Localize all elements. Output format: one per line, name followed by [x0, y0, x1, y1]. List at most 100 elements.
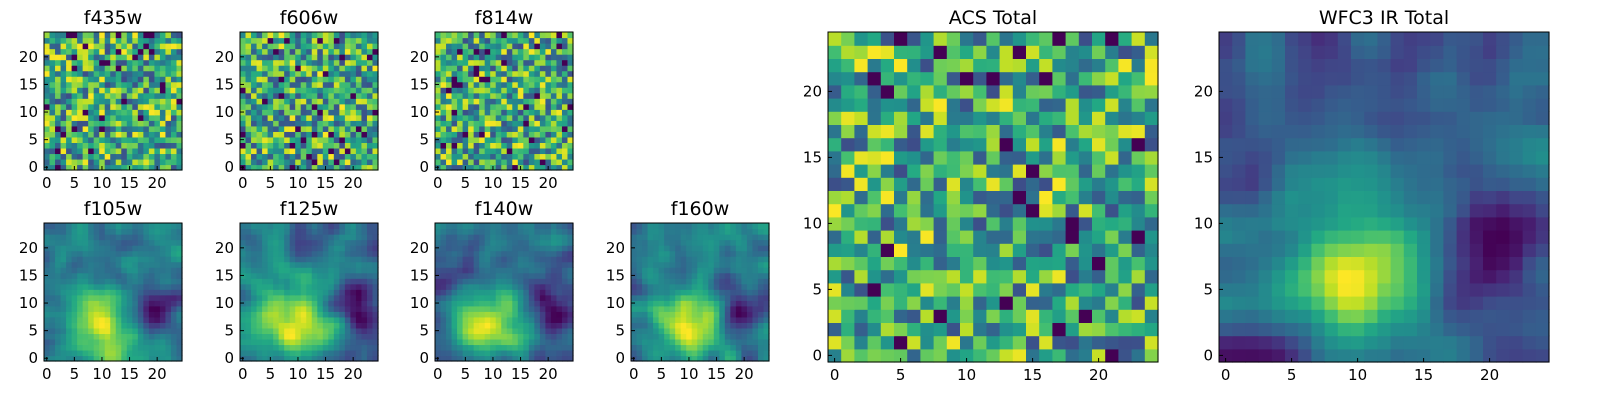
heatmap-cell: [44, 114, 51, 121]
heatmap-cell: [735, 278, 742, 285]
heatmap-cell: [93, 283, 100, 290]
heatmap-cell: [317, 223, 324, 230]
heatmap-cell: [664, 311, 671, 318]
heatmap-cell: [545, 120, 552, 127]
heatmap-cell: [1118, 150, 1133, 165]
heatmap-cell: [143, 355, 150, 362]
heatmap-cell: [126, 239, 133, 246]
heatmap-cell: [523, 228, 530, 235]
heatmap-cell: [550, 349, 558, 357]
heatmap-cell: [506, 109, 513, 116]
heatmap-cell: [647, 333, 654, 340]
heatmap-cell: [110, 267, 117, 274]
heatmap-cell: [495, 48, 502, 55]
y-tick-label: 10: [215, 103, 234, 121]
heatmap-cell: [435, 43, 442, 50]
heatmap-cell: [539, 300, 546, 307]
heatmap-cell: [1118, 269, 1133, 284]
heatmap-cell: [680, 344, 687, 351]
heatmap-cell: [1144, 137, 1159, 152]
heatmap-cell: [473, 272, 480, 279]
heatmap-cell: [344, 256, 351, 263]
heatmap-cell: [126, 300, 133, 307]
heatmap-cell: [828, 124, 842, 139]
heatmap-cell: [143, 164, 150, 171]
heatmap-cell: [344, 103, 351, 110]
heatmap-cell: [561, 305, 569, 312]
heatmap-cell: [344, 92, 351, 99]
heatmap-cell: [104, 223, 111, 230]
heatmap-cell: [132, 278, 139, 285]
heatmap-cell: [880, 322, 895, 337]
heatmap-cell: [49, 344, 56, 351]
heatmap-cell: [262, 256, 269, 263]
heatmap-cell: [99, 153, 106, 160]
heatmap-cell: [724, 272, 731, 279]
heatmap-cell: [686, 338, 693, 346]
heatmap-cell: [66, 245, 73, 252]
heatmap-cell: [545, 223, 552, 230]
heatmap-cell: [528, 283, 535, 290]
heatmap-cell: [468, 327, 475, 334]
heatmap-cell: [545, 316, 552, 323]
heatmap-cell: [746, 316, 754, 323]
heatmap-cell: [306, 32, 313, 39]
heatmap-cell: [66, 344, 73, 351]
heatmap-cell: [267, 142, 274, 149]
heatmap-cell: [462, 70, 469, 77]
heatmap-cell: [506, 114, 513, 121]
heatmap-cell: [741, 344, 748, 351]
heatmap-cell: [262, 333, 269, 340]
heatmap-cell: [473, 338, 480, 346]
heatmap-cell: [567, 234, 574, 241]
heatmap-cell: [462, 125, 469, 132]
heatmap-cell: [126, 333, 133, 340]
heatmap-cell: [256, 54, 263, 61]
heatmap-cell: [317, 142, 324, 149]
heatmap-cell: [60, 256, 67, 263]
heatmap-cell: [440, 125, 447, 132]
heatmap-cell: [550, 283, 558, 290]
heatmap-cell: [333, 142, 340, 149]
heatmap-cell: [1078, 137, 1093, 152]
heatmap-cell: [55, 250, 62, 257]
heatmap-cell: [669, 311, 676, 318]
heatmap-cell: [176, 333, 183, 340]
heatmap-cell: [372, 114, 379, 121]
heatmap-cell: [256, 70, 263, 77]
heatmap-cell: [894, 309, 908, 323]
heatmap-cell: [550, 103, 558, 110]
heatmap-cell: [176, 223, 183, 230]
heatmap-cell: [534, 54, 541, 61]
heatmap-cell: [691, 256, 698, 263]
heatmap-cell: [148, 294, 155, 301]
heatmap-cell: [49, 153, 56, 160]
heatmap-cell: [1144, 309, 1159, 323]
heatmap-cell: [517, 239, 524, 246]
heatmap-cell: [148, 54, 155, 61]
heatmap-cell: [523, 37, 530, 44]
heatmap-cell: [289, 245, 296, 252]
heatmap-cell: [697, 327, 704, 334]
heatmap-cell: [713, 300, 720, 307]
heatmap-cell: [752, 300, 759, 307]
heatmap-cell: [440, 223, 447, 230]
heatmap-cell: [300, 109, 307, 116]
heatmap-cell: [104, 338, 111, 346]
heatmap-cell: [49, 355, 56, 362]
heatmap-cell: [763, 311, 770, 318]
heatmap-cell: [440, 158, 447, 166]
heatmap-cell: [468, 223, 475, 230]
heatmap-cell: [1078, 230, 1093, 244]
heatmap-cell: [1052, 137, 1067, 152]
heatmap-cell: [256, 327, 263, 334]
heatmap-cell: [44, 305, 51, 312]
heatmap-cell: [262, 283, 269, 290]
heatmap-cell: [295, 131, 302, 138]
heatmap-cell: [440, 81, 447, 88]
heatmap-cell: [550, 76, 558, 83]
heatmap-cell: [93, 125, 100, 132]
heatmap-cell: [561, 322, 569, 329]
heatmap-cell: [686, 283, 693, 290]
heatmap-cell: [440, 294, 447, 301]
